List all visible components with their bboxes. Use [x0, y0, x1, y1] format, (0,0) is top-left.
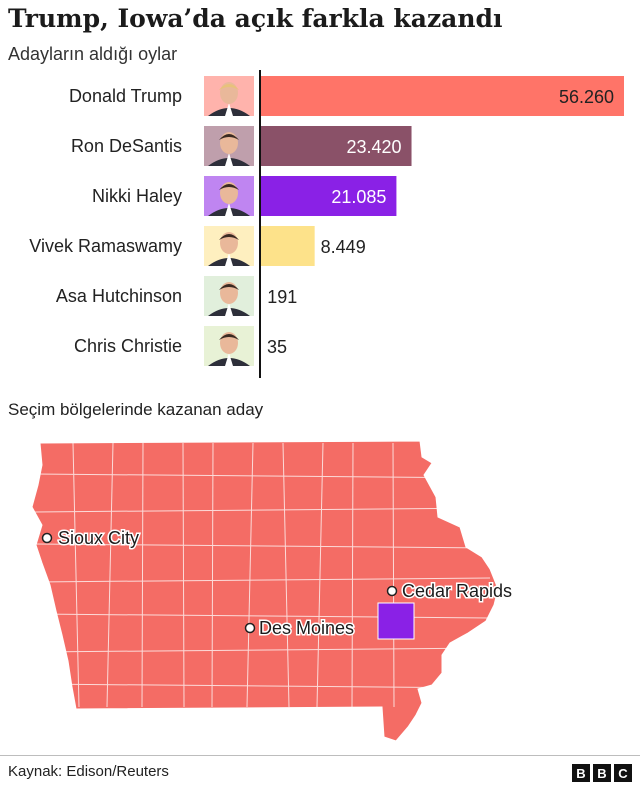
iowa-state-shape	[31, 440, 499, 742]
value-label: 21.085	[331, 187, 386, 207]
iowa-map: Sioux City Cedar Rapids Des Moines	[31, 440, 514, 742]
city-label: Sioux City	[58, 528, 139, 548]
city-label: Des Moines	[259, 618, 354, 638]
category-label: Nikki Haley	[92, 186, 182, 206]
city-marker-icon	[244, 622, 256, 634]
category-label: Vivek Ramaswamy	[29, 236, 182, 256]
value-label: 35	[267, 337, 287, 357]
page-title: Trump, Iowa’da açık farkla kazandı	[8, 4, 503, 33]
candidate-portrait-icon	[204, 226, 254, 266]
candidate-portrait-icon	[204, 276, 254, 316]
city-cedar-rapids: Cedar Rapids	[386, 580, 514, 603]
county-lines	[34, 442, 491, 708]
logo-letter: B	[593, 764, 611, 782]
bbc-logo: B B C	[572, 764, 632, 782]
value-label: 191	[267, 287, 297, 307]
source-note: Kaynak: Edison/Reuters	[8, 763, 169, 780]
category-label: Asa Hutchinson	[56, 286, 182, 306]
bar	[260, 126, 412, 166]
city-label: Cedar Rapids	[402, 581, 512, 601]
city-marker-icon	[386, 585, 398, 597]
map-title: Seçim bölgelerinde kazanan aday	[8, 400, 264, 419]
footer-divider	[0, 755, 640, 756]
category-label: Donald Trump	[69, 86, 182, 106]
logo-letter: C	[614, 764, 632, 782]
candidate-portrait-icon	[204, 126, 254, 166]
city-marker-icon	[41, 532, 53, 544]
bar	[260, 76, 624, 116]
candidate-portrait-icon	[204, 176, 254, 216]
value-label: 8.449	[321, 237, 366, 257]
city-des-moines: Des Moines	[244, 617, 356, 640]
bar	[260, 176, 397, 216]
value-label: 23.420	[346, 137, 401, 157]
category-label: Ron DeSantis	[71, 136, 182, 156]
city-sioux-city: Sioux City	[41, 527, 141, 550]
value-label: 56.260	[559, 87, 614, 107]
page-subtitle: Adayların aldığı oylar	[8, 44, 178, 64]
bar-chart: Donald Trump 56.260 Ron DeSantis 23.420 Nikk…	[29, 70, 624, 378]
candidate-portrait-icon	[204, 326, 254, 366]
bar	[260, 226, 315, 266]
category-label: Chris Christie	[74, 336, 182, 356]
haley-county	[377, 602, 415, 640]
logo-letter: B	[572, 764, 590, 782]
candidate-portrait-icon	[204, 76, 254, 116]
